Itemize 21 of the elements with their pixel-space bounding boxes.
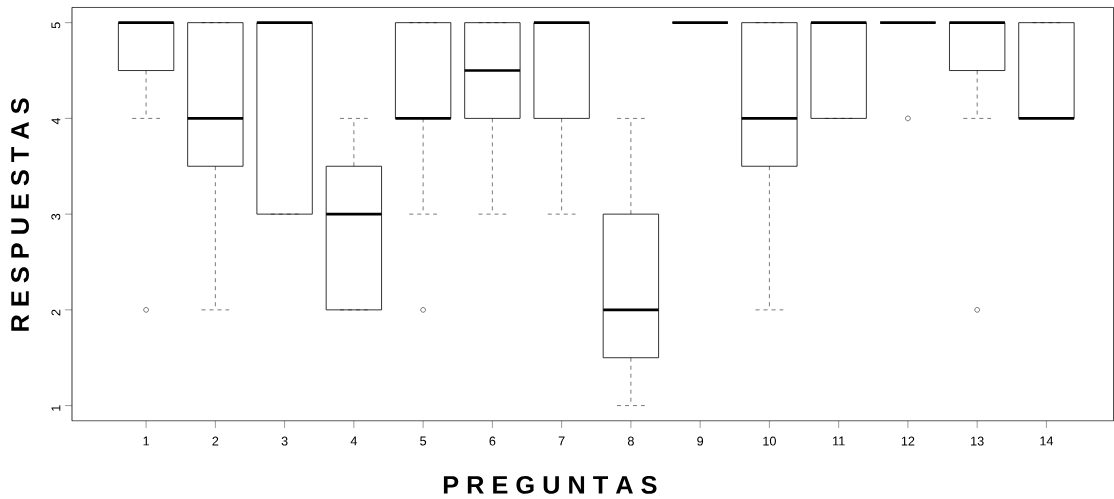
x-tick-label: 14 <box>1040 436 1054 446</box>
x-tick-label: 4 <box>350 436 358 446</box>
x-tick-label: 9 <box>697 436 704 446</box>
x-tick-label: 10 <box>763 436 776 446</box>
x-tick-label: 12 <box>901 436 915 446</box>
x-tick-label: 3 <box>281 436 288 446</box>
x-tick-label: 5 <box>420 436 427 446</box>
x-tick-label: 7 <box>558 436 565 446</box>
x-tick-label: 6 <box>489 436 496 446</box>
y-tick-label: 5 <box>51 22 61 29</box>
x-tick-label: 1 <box>143 436 149 446</box>
x-tick-label: 2 <box>212 436 219 446</box>
y-tick-label: 4 <box>51 117 61 125</box>
x-tick-label: 8 <box>627 436 634 446</box>
y-tick-label: 2 <box>51 309 61 316</box>
x-tick-label: 13 <box>971 436 984 446</box>
y-axis-title: R E S P U E S T A S <box>11 98 29 331</box>
x-axis-title: P R E G U N T A S <box>443 475 657 494</box>
y-tick-label: 1 <box>51 405 61 411</box>
y-tick-label: 3 <box>51 213 61 220</box>
x-tick-label: 11 <box>833 436 845 446</box>
